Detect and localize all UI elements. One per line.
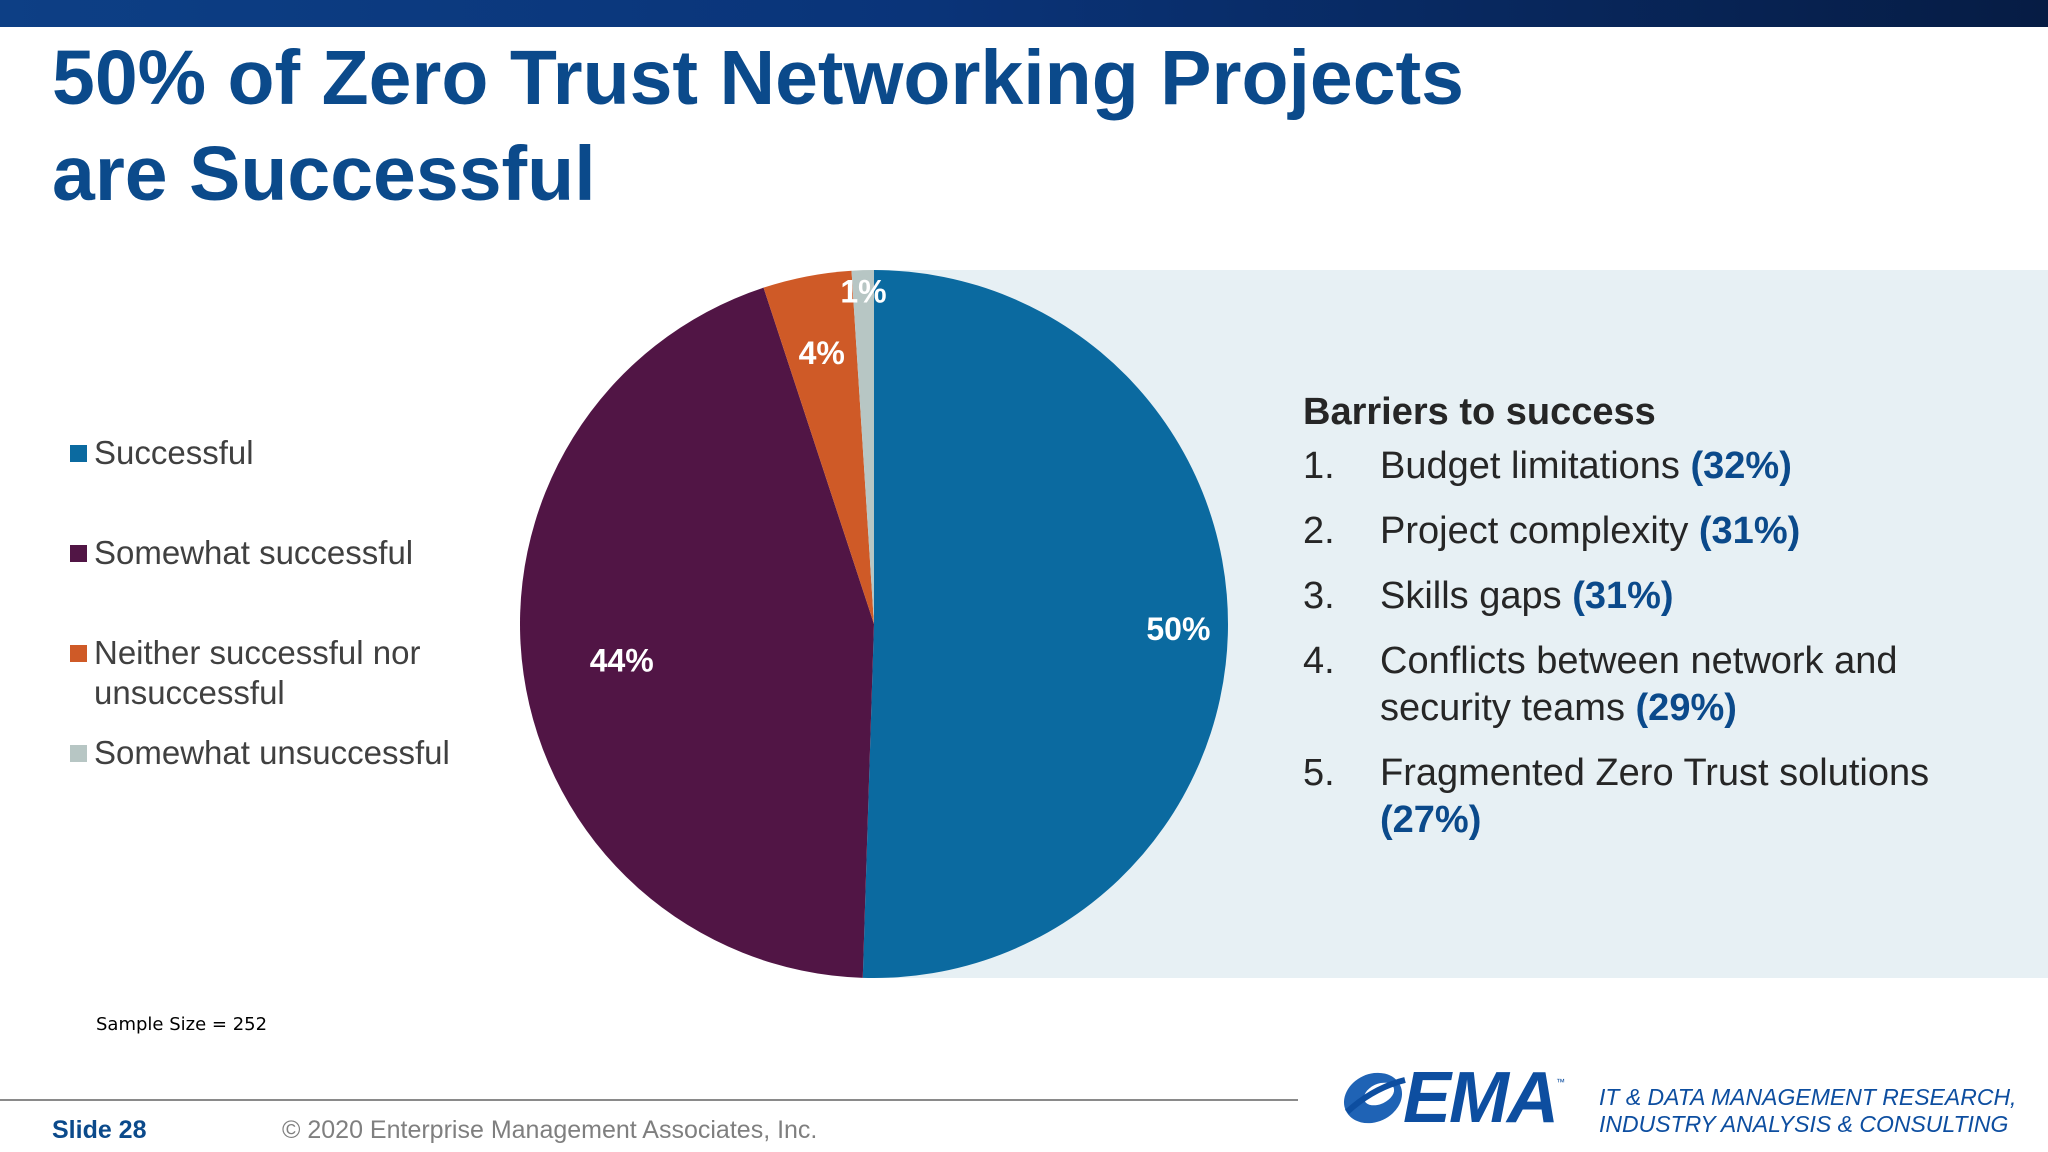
barrier-number: 1. xyxy=(1303,445,1335,487)
barriers-heading: Barriers to success xyxy=(1303,391,1656,433)
barrier-number: 5. xyxy=(1303,752,1335,794)
barrier-label: Budget limitations xyxy=(1380,445,1680,487)
footer-divider xyxy=(0,1099,1298,1101)
legend-item-somewhat-successful: Somewhat successful xyxy=(70,533,490,573)
barrier-label: Fragmented Zero Trust solutions xyxy=(1380,752,1930,794)
barrier-percent: (29%) xyxy=(1635,687,1737,729)
barrier-number: 2. xyxy=(1303,510,1335,552)
barrier-item: 5. Fragmented Zero Trust solutions (27%) xyxy=(1303,750,2023,844)
legend-label-neither: Neither successful nor unsuccessful xyxy=(94,634,421,711)
legend-swatch-neither xyxy=(70,645,87,662)
barrier-percent: (31%) xyxy=(1572,575,1674,617)
barrier-number: 3. xyxy=(1303,575,1335,617)
barrier-label: Project complexity xyxy=(1380,510,1689,552)
barrier-item: 3. Skills gaps (31%) xyxy=(1303,573,2023,620)
barrier-item: 4. Conflicts between network and securit… xyxy=(1303,638,2023,732)
pie-slice-somewhat-unsuccessful xyxy=(851,270,874,624)
barrier-percent: (32%) xyxy=(1690,445,1792,487)
pie-slice-successful xyxy=(862,270,1228,978)
ema-logo-wordmark: EMA xyxy=(1403,1058,1559,1138)
barrier-text: Project complexity (31%) xyxy=(1380,508,2023,555)
top-banner-bar xyxy=(0,0,2048,27)
trademark-mark: ™ xyxy=(1556,1077,1565,1087)
barrier-label: Conflicts between network and security t… xyxy=(1380,640,1898,729)
pie-chart: 50% 44% 4% 1% xyxy=(520,270,1228,978)
pie-slice-neither xyxy=(763,270,874,624)
slide-title: 50% of Zero Trust Networking Projects ar… xyxy=(52,30,1652,222)
barrier-text: Budget limitations (32%) xyxy=(1380,443,2023,490)
pie-data-label-successful: 50% xyxy=(1146,611,1210,647)
barrier-item: 2. Project complexity (31%) xyxy=(1303,508,2023,555)
pie-data-label-somewhat-successful: 44% xyxy=(590,642,654,678)
legend-label-somewhat-unsuccessful: Somewhat unsuccessful xyxy=(94,734,450,771)
slide-number: Slide 28 xyxy=(52,1116,147,1144)
ema-logo-swoosh-icon xyxy=(1343,1072,1406,1124)
barrier-text: Skills gaps (31%) xyxy=(1380,573,2023,620)
barrier-label: Skills gaps xyxy=(1380,575,1562,617)
barrier-text: Fragmented Zero Trust solutions (27%) xyxy=(1380,750,2023,844)
title-line-1: 50% of Zero Trust Networking Projects xyxy=(52,35,1464,121)
legend-swatch-somewhat-unsuccessful xyxy=(70,745,87,762)
barriers-list: Barriers to success 1. Budget limitation… xyxy=(1303,385,2023,862)
barrier-percent: (31%) xyxy=(1698,510,1801,552)
pie-slice-somewhat-successful xyxy=(520,287,874,978)
legend-label-somewhat-successful: Somewhat successful xyxy=(94,534,414,571)
legend-item-neither: Neither successful nor unsuccessful xyxy=(70,633,450,713)
pie-data-label-somewhat-unsuccessful: 1% xyxy=(840,273,886,309)
legend-label-successful: Successful xyxy=(94,434,254,471)
legend-swatch-successful xyxy=(70,445,87,462)
copyright-notice: © 2020 Enterprise Management Associates,… xyxy=(282,1116,818,1144)
barrier-percent: (27%) xyxy=(1380,799,1482,841)
company-tagline: IT & DATA MANAGEMENT RESEARCH, INDUSTRY … xyxy=(1599,1084,2039,1138)
pie-data-label-neither: 4% xyxy=(799,335,845,371)
legend-item-successful: Successful xyxy=(70,433,490,473)
legend-swatch-somewhat-successful xyxy=(70,545,87,562)
barrier-item: 1. Budget limitations (32%) xyxy=(1303,443,2023,490)
tagline-line-2: INDUSTRY ANALYSIS & CONSULTING xyxy=(1599,1111,2009,1137)
sample-size-note: Sample Size = 252 xyxy=(96,1014,268,1035)
tagline-line-1: IT & DATA MANAGEMENT RESEARCH, xyxy=(1599,1084,2017,1110)
title-line-2: are Successful xyxy=(52,131,596,217)
barrier-text: Conflicts between network and security t… xyxy=(1380,638,2023,732)
legend-item-somewhat-unsuccessful: Somewhat unsuccessful xyxy=(70,733,490,773)
barrier-number: 4. xyxy=(1303,640,1335,682)
